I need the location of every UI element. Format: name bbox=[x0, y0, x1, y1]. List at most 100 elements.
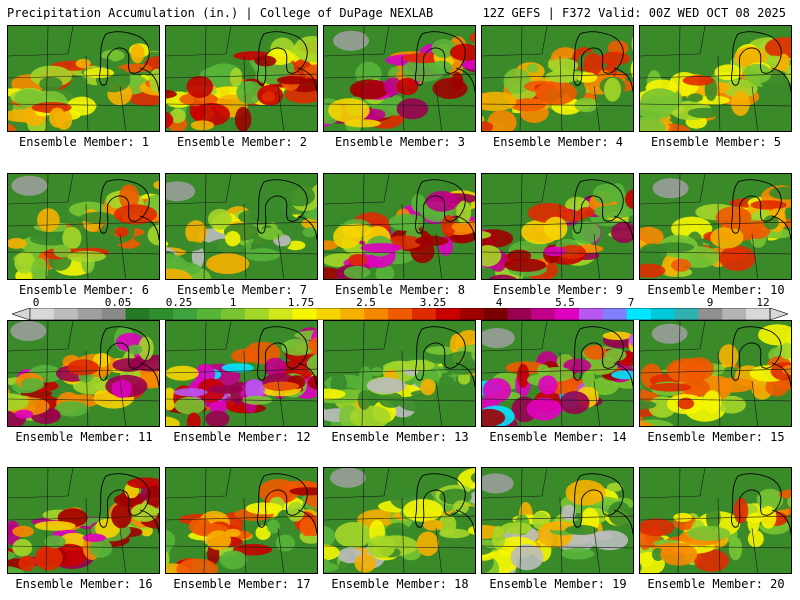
precip-field bbox=[324, 468, 475, 573]
ensemble-member-map bbox=[7, 25, 160, 132]
precip-field bbox=[640, 26, 791, 131]
precip-field bbox=[166, 26, 317, 131]
colorbar-swatch bbox=[435, 308, 460, 320]
precip-field bbox=[166, 321, 317, 426]
ensemble-member-label: Ensemble Member: 16 bbox=[15, 577, 153, 591]
ensemble-member-label: Ensemble Member: 17 bbox=[173, 577, 311, 591]
ensemble-member-map bbox=[639, 25, 792, 132]
colorbar-tick-label: 0 bbox=[32, 296, 40, 309]
ensemble-member-label: Ensemble Member: 19 bbox=[489, 577, 627, 591]
colorbar-swatch bbox=[316, 308, 341, 320]
colorbar-swatch bbox=[602, 308, 628, 320]
map-title: Precipitation Accumulation (in.) | Colle… bbox=[7, 6, 434, 20]
ensemble-member-map bbox=[7, 320, 160, 427]
ensemble-member-map bbox=[323, 320, 476, 427]
colorbar-tick-label: 12 bbox=[756, 296, 770, 309]
ensemble-member-map bbox=[481, 25, 634, 132]
ensemble-member-map bbox=[7, 173, 160, 280]
precip-field bbox=[640, 321, 791, 426]
ensemble-member-map bbox=[165, 320, 318, 427]
colorbar-tick-label: 0.25 bbox=[165, 296, 193, 309]
colorbar-swatch bbox=[125, 308, 150, 320]
ensemble-member-label: Ensemble Member: 9 bbox=[492, 283, 624, 297]
ensemble-member-label: Ensemble Member: 12 bbox=[173, 430, 311, 444]
ensemble-member-label: Ensemble Member: 13 bbox=[331, 430, 469, 444]
colorbar-swatch bbox=[579, 308, 604, 320]
ensemble-member-map bbox=[323, 25, 476, 132]
ensemble-member-map bbox=[481, 467, 634, 574]
colorbar-labels: 0 0.05 0.25 1 1.75 2.5 3.25 4 5.5 7 9 12 bbox=[12, 296, 788, 309]
colorbar-swatch bbox=[30, 308, 55, 320]
colorbar-tick-label: 1 bbox=[229, 296, 237, 309]
colorbar-swatch bbox=[674, 308, 699, 320]
colorbar-swatch bbox=[340, 308, 365, 320]
precip-field bbox=[8, 468, 159, 573]
colorbar-swatch bbox=[555, 308, 580, 320]
ensemble-member-map bbox=[165, 173, 318, 280]
colorbar-swatch bbox=[507, 308, 532, 320]
ensemble-member-map bbox=[165, 25, 318, 132]
colorbar-min-arrow bbox=[12, 308, 31, 320]
colorbar-swatch bbox=[459, 308, 484, 320]
precip-field bbox=[482, 468, 633, 573]
ensemble-member-map bbox=[165, 467, 318, 574]
colorbar-scale bbox=[12, 308, 788, 320]
precip-field bbox=[324, 174, 475, 279]
precip-field bbox=[324, 321, 475, 426]
ensemble-member-label: Ensemble Member: 11 bbox=[15, 430, 153, 444]
ensemble-member-label: Ensemble Member: 14 bbox=[489, 430, 627, 444]
colorbar-swatch bbox=[220, 308, 246, 320]
colorbar-swatch bbox=[244, 308, 270, 320]
precip-field bbox=[8, 174, 159, 279]
precip-field bbox=[640, 468, 791, 573]
colorbar-tick-label: 7 bbox=[627, 296, 635, 309]
colorbar-swatch bbox=[77, 308, 102, 320]
ensemble-member-label: Ensemble Member: 18 bbox=[331, 577, 469, 591]
colorbar-swatch bbox=[626, 308, 651, 320]
precip-colorbar: 0 0.05 0.25 1 1.75 2.5 3.25 4 5.5 7 9 12 bbox=[12, 296, 788, 320]
colorbar-tick-label: 0.05 bbox=[104, 296, 132, 309]
colorbar-max-arrow bbox=[769, 308, 788, 320]
ensemble-member-label: Ensemble Member: 10 bbox=[647, 283, 785, 297]
ensemble-member-map bbox=[7, 467, 160, 574]
precip-field bbox=[482, 26, 633, 131]
precip-field bbox=[482, 174, 633, 279]
colorbar-swatch bbox=[746, 308, 771, 320]
colorbar-swatch bbox=[483, 308, 508, 320]
ensemble-member-label: Ensemble Member: 2 bbox=[176, 135, 308, 149]
colorbar-swatch bbox=[650, 308, 675, 320]
ensemble-member-label: Ensemble Member: 1 bbox=[18, 135, 150, 149]
ensemble-member-label: Ensemble Member: 4 bbox=[492, 135, 624, 149]
ensemble-member-label: Ensemble Member: 6 bbox=[18, 283, 150, 297]
colorbar-swatch bbox=[388, 308, 413, 320]
precip-field bbox=[640, 174, 791, 279]
ensemble-member-map bbox=[323, 467, 476, 574]
colorbar-swatch bbox=[101, 308, 126, 320]
colorbar-swatch bbox=[531, 308, 556, 320]
colorbar-tick-label: 1.75 bbox=[287, 296, 315, 309]
colorbar-swatch bbox=[197, 308, 222, 320]
colorbar-tick-label: 4 bbox=[495, 296, 503, 309]
colorbar-swatch bbox=[53, 308, 79, 320]
colorbar-swatch bbox=[698, 308, 723, 320]
colorbar-swatch bbox=[411, 308, 437, 320]
precip-field bbox=[8, 321, 159, 426]
precip-field bbox=[324, 26, 475, 131]
ensemble-member-map bbox=[639, 320, 792, 427]
precip-field bbox=[166, 174, 317, 279]
precip-field bbox=[8, 26, 159, 131]
model-run-info: 12Z GEFS | F372 Valid: 00Z WED OCT 08 20… bbox=[482, 6, 786, 20]
ensemble-member-label: Ensemble Member: 15 bbox=[647, 430, 785, 444]
colorbar-swatch bbox=[722, 308, 747, 320]
precip-field bbox=[482, 321, 633, 426]
ensemble-member-map bbox=[481, 320, 634, 427]
ensemble-member-map bbox=[481, 173, 634, 280]
colorbar-tick-label: 3.25 bbox=[419, 296, 447, 309]
ensemble-member-label: Ensemble Member: 3 bbox=[334, 135, 466, 149]
ensemble-member-label: Ensemble Member: 5 bbox=[650, 135, 782, 149]
colorbar-swatch bbox=[292, 308, 317, 320]
colorbar-tick-label: 5.5 bbox=[555, 296, 575, 309]
ensemble-member-label: Ensemble Member: 20 bbox=[647, 577, 785, 591]
ensemble-member-map bbox=[639, 173, 792, 280]
colorbar-swatch bbox=[268, 308, 293, 320]
